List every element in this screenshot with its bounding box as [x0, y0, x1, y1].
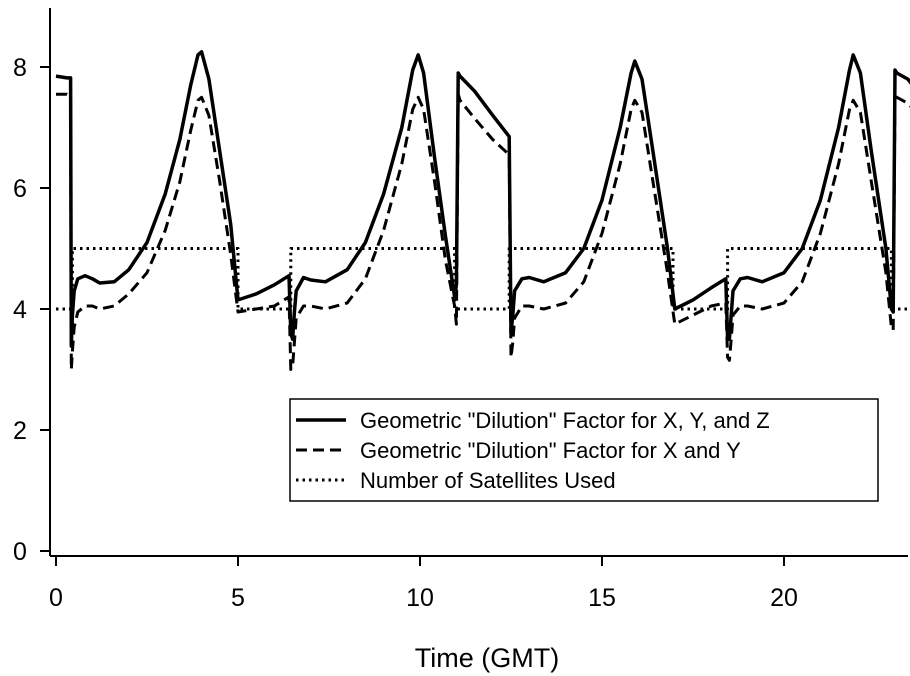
legend-label-2: Number of Satellites Used [360, 468, 616, 493]
y-tick-label-4: 8 [13, 54, 27, 82]
x-axis-title: Time (GMT) [415, 643, 559, 673]
legend-label-1: Geometric "Dilution" Factor for X and Y [360, 438, 741, 463]
y-tick-label-1: 2 [13, 417, 27, 445]
legend: Geometric "Dilution" Factor for X, Y, an… [289, 398, 879, 502]
series-line-2 [56, 247, 910, 311]
y-tick-label-0: 0 [13, 538, 27, 566]
series-line-0 [55, 50, 910, 348]
x-tick-label-0: 0 [49, 584, 63, 612]
x-tick-label-3: 15 [588, 584, 616, 612]
x-tick-label-4: 20 [770, 584, 798, 612]
y-tick-label-3: 6 [13, 175, 27, 203]
x-tick-label-1: 5 [231, 584, 245, 612]
legend-box [289, 398, 879, 502]
y-ticks: 0 2 4 6 8 [13, 54, 50, 566]
x-tick-label-2: 10 [406, 584, 434, 612]
legend-items: Geometric "Dilution" Factor for X, Y, an… [296, 408, 770, 493]
y-tick-label-2: 4 [13, 296, 27, 324]
series-line-1 [56, 92, 910, 371]
x-ticks: 0 5 10 15 20 [49, 556, 798, 612]
plot-lines [55, 50, 910, 371]
legend-label-0: Geometric "Dilution" Factor for X, Y, an… [360, 408, 770, 433]
